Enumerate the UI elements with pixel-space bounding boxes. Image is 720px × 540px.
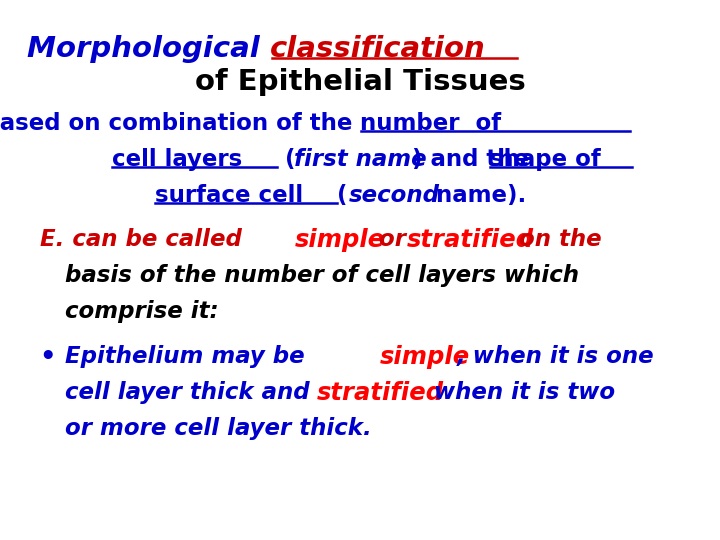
Text: simple: simple	[379, 345, 469, 369]
Text: surface cell: surface cell	[155, 184, 311, 207]
Text: ) and the: ) and the	[412, 148, 537, 171]
Text: classification: classification	[270, 35, 486, 63]
Text: is based on combination of the: is based on combination of the	[0, 112, 360, 135]
Text: comprise it:: comprise it:	[65, 300, 218, 323]
Text: of Epithelial Tissues: of Epithelial Tissues	[194, 68, 526, 96]
Text: (: (	[337, 184, 348, 207]
Text: Epithelium may be: Epithelium may be	[65, 345, 312, 368]
Text: on the: on the	[511, 228, 602, 251]
Text: name).: name).	[428, 184, 526, 207]
Text: when it is two: when it is two	[426, 381, 616, 404]
Text: first name: first name	[294, 148, 426, 171]
Text: (: (	[277, 148, 296, 171]
Text: basis of the number of cell layers which: basis of the number of cell layers which	[65, 264, 579, 287]
Text: Morphological: Morphological	[27, 35, 270, 63]
Text: cell layer thick and: cell layer thick and	[65, 381, 318, 404]
Text: stratified: stratified	[317, 381, 444, 405]
Text: or: or	[371, 228, 414, 251]
Text: shape of: shape of	[490, 148, 600, 171]
Text: cell layers: cell layers	[112, 148, 242, 171]
Text: stratified: stratified	[407, 228, 534, 252]
Text: , when it is one: , when it is one	[457, 345, 654, 368]
Text: simple: simple	[295, 228, 385, 252]
Text: E. can be called: E. can be called	[40, 228, 249, 251]
Text: number  of: number of	[360, 112, 501, 135]
Text: or more cell layer thick.: or more cell layer thick.	[65, 417, 372, 440]
Text: second: second	[348, 184, 439, 207]
Text: •: •	[40, 345, 56, 371]
